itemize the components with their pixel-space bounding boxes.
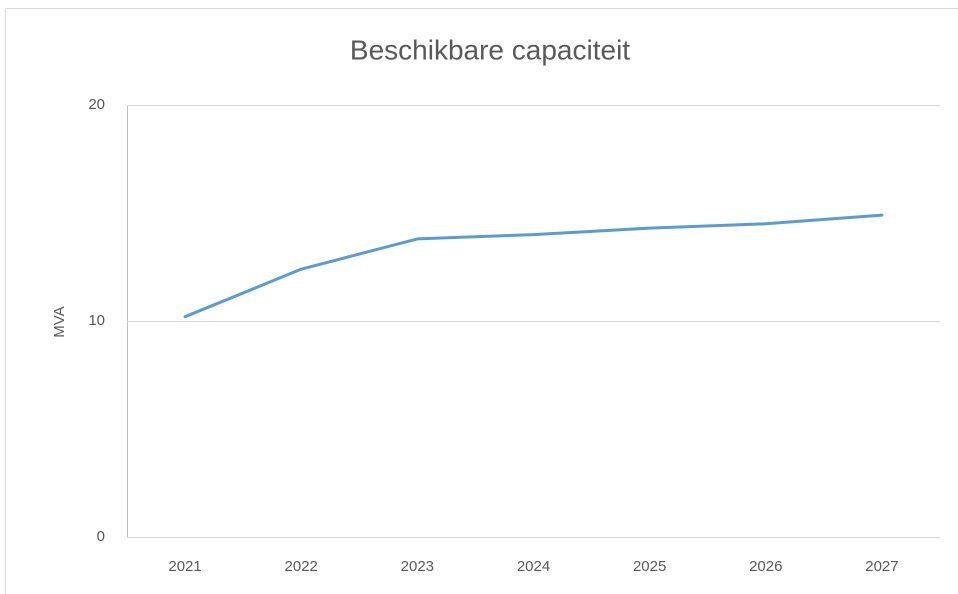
x-tick-label: 2025 <box>633 558 666 575</box>
y-tick-label: 0 <box>97 528 105 545</box>
line-series <box>183 213 884 319</box>
chart-frame <box>5 8 958 594</box>
y-tick-label: 20 <box>88 96 105 113</box>
y-axis-label: MVA <box>51 306 68 337</box>
x-tick-label: 2027 <box>865 558 898 575</box>
x-tick-label: 2023 <box>401 558 434 575</box>
x-tick-label: 2021 <box>168 558 201 575</box>
x-tick-label: 2024 <box>517 558 550 575</box>
y-tick-label: 10 <box>88 312 105 329</box>
x-tick-label: 2026 <box>749 558 782 575</box>
chart-title: Beschikbare capaciteit <box>350 34 630 65</box>
x-tick-label: 2022 <box>285 558 318 575</box>
